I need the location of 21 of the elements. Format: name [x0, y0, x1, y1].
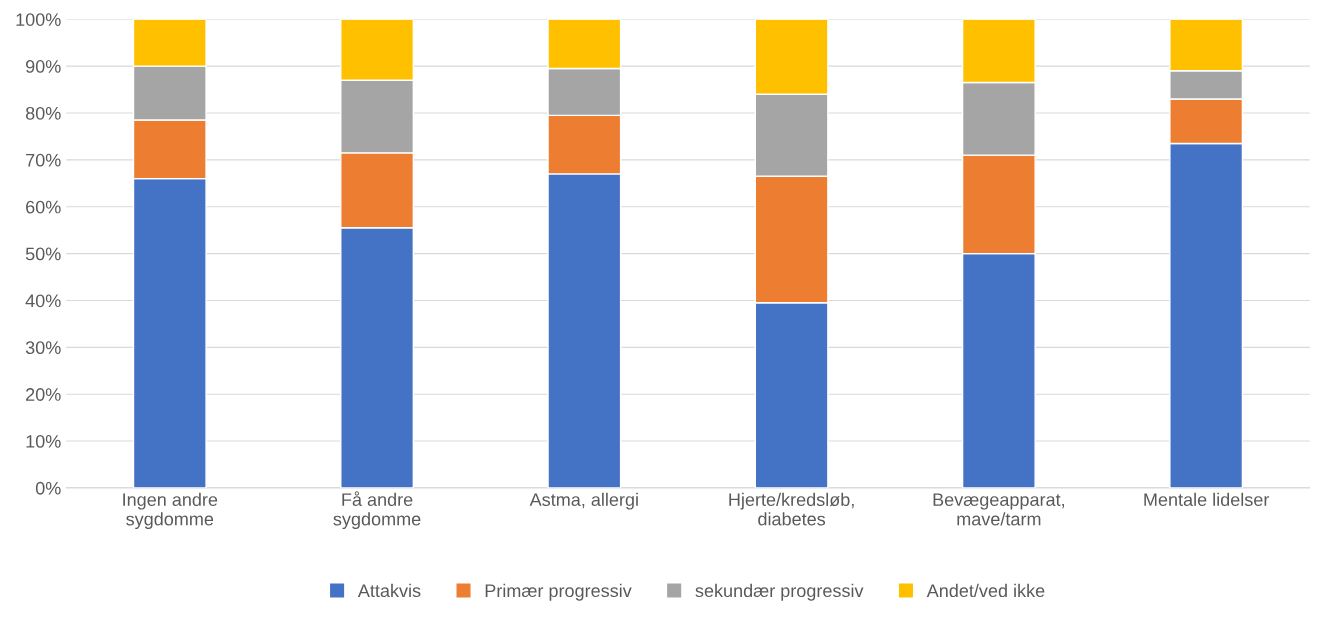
- x-tick-label: Mentale lidelser: [1144, 492, 1270, 507]
- legend-label: Andet/ved ikke: [926, 583, 1045, 598]
- y-tick-label: 60%: [26, 200, 61, 214]
- y-tick-label: 70%: [26, 153, 61, 167]
- y-tick-label: 0%: [35, 481, 61, 495]
- x-tick-label: Ingen andre sygdomme: [123, 492, 218, 530]
- x-tick-label: Hjerte/kredsløb, diabetes: [729, 492, 854, 526]
- y-tick-label: 40%: [25, 294, 61, 308]
- x-tick-label: Bevægeapparat, mave/tarm: [933, 493, 1064, 526]
- legend-label: Primær progressiv: [485, 583, 632, 601]
- x-tick-label: Få andre sygdomme: [333, 491, 421, 530]
- y-tick-label: 90%: [26, 60, 61, 73]
- y-tick-label: 30%: [25, 341, 61, 355]
- legend-label: Attakvis: [357, 583, 421, 598]
- y-tick-label: 20%: [26, 388, 61, 401]
- y-tick-label: 10%: [26, 434, 61, 448]
- legend-label: sekundær progressiv: [695, 583, 864, 601]
- y-tick-label: 80%: [25, 106, 61, 120]
- x-tick-label: Astma, allergi: [529, 492, 638, 510]
- y-tick-label: 50%: [25, 247, 61, 261]
- y-tick-label: 100%: [16, 13, 61, 26]
